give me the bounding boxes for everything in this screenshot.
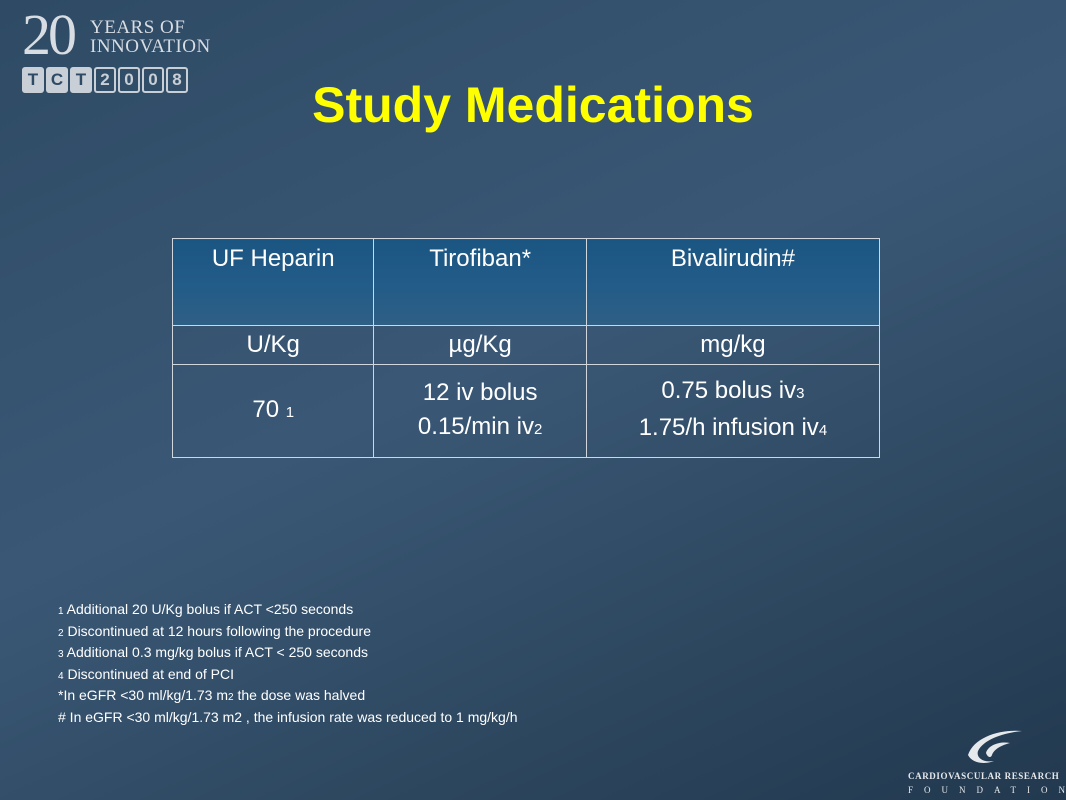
dose-line-text: 0.75 bolus iv: [661, 377, 797, 404]
footnote-text: *In eGFR <30 ml/kg/1.73 m: [58, 687, 229, 703]
footnote-hash: # In eGFR <30 ml/kg/1.73 m2 , the infusi…: [58, 708, 518, 725]
footnote-line: 2 Discontinued at 12 hours following the…: [58, 622, 518, 644]
footnote-line: 1 Additional 20 U/Kg bolus if ACT <250 s…: [58, 600, 518, 622]
dose-uf-heparin: 70 1: [171, 364, 375, 458]
logo-tct-digit: 2: [94, 67, 116, 93]
units-uf-heparin: U/Kg: [171, 325, 375, 365]
footnote-text: Additional 20 U/Kg bolus if ACT <250 sec…: [63, 601, 354, 617]
tct-2008-logo: 20 YEARS OF INNOVATION T C T 2 0 0 8: [22, 6, 210, 100]
footnote-ref: 1: [285, 403, 295, 421]
crf-logo: CARDIOVASCULAR RESEARCH FOUNDATION: [900, 725, 1065, 797]
units-tirofiban: µg/Kg: [373, 325, 587, 365]
header-tirofiban: Tirofiban*: [373, 238, 587, 326]
logo-years-number: 20: [22, 2, 77, 67]
footnote-number: 1: [58, 606, 64, 617]
header-bivalirudin: Bivalirudin#: [585, 238, 881, 326]
logo-years-text: YEARS OF INNOVATION: [90, 18, 211, 56]
footnote-number: 3: [58, 649, 64, 660]
dose-line: 0.75 bolus iv3: [587, 374, 879, 411]
dose-line: 0.15/min iv2: [374, 410, 585, 447]
footnote-text: the dose was halved: [233, 687, 366, 703]
dose-line: 12 iv bolus: [422, 378, 538, 406]
footnote-text: Discontinued at 12 hours following the p…: [63, 622, 371, 639]
table-header-row: UF Heparin Tirofiban* Bivalirudin#: [171, 238, 881, 326]
logo-tct-digit: 0: [142, 67, 164, 93]
crf-name: CARDIOVASCULAR RESEARCH: [908, 771, 1060, 781]
logo-tct-badge: T C T 2 0 0 8: [22, 67, 188, 93]
footnote-ref: 2: [533, 420, 543, 438]
header-uf-heparin: UF Heparin: [171, 238, 375, 326]
dose-tirofiban: 12 iv bolus 0.15/min iv2: [373, 364, 587, 458]
logo-tct-digit: 0: [118, 67, 140, 93]
dose-line-text: 0.15/min iv: [417, 412, 534, 440]
logo-tct-digit: 8: [166, 67, 188, 93]
footnote-text: Discontinued at end of PCI: [63, 665, 234, 682]
table-dose-row: 70 1 12 iv bolus 0.15/min iv2 0.75 bolus…: [171, 364, 881, 458]
logo-years-line2: INNOVATION: [90, 36, 211, 57]
units-bivalirudin: mg/kg: [585, 325, 881, 365]
footnote-text: Additional 0.3 mg/kg bolus if ACT < 250 …: [63, 644, 368, 660]
dose-line-text: 1.75/h infusion iv: [638, 414, 819, 441]
table-units-row: U/Kg µg/Kg mg/kg: [171, 325, 881, 365]
slide-title: Study Medications: [312, 77, 754, 133]
logo-tct-letter: T: [22, 67, 44, 93]
footnote-ref: 3: [796, 385, 805, 402]
footnote-number: 4: [58, 670, 64, 682]
footnote-ref: 4: [818, 422, 828, 439]
footnote-line: 4 Discontinued at end of PCI: [58, 665, 518, 687]
logo-tct-letter: C: [46, 67, 68, 93]
logo-years-line1: YEARS OF: [90, 17, 186, 38]
footnote-subscript: 2: [228, 692, 234, 703]
footnote-star: *In eGFR <30 ml/kg/1.73 m2 the dose was …: [58, 686, 518, 708]
dose-line: 1.75/h infusion iv4: [587, 411, 879, 448]
dose-value: 70: [252, 395, 280, 423]
footnotes: 1 Additional 20 U/Kg bolus if ACT <250 s…: [58, 600, 518, 727]
footnote-number: 2: [58, 627, 64, 639]
medications-table: UF Heparin Tirofiban* Bivalirudin# U/Kg …: [171, 238, 881, 458]
crf-swirl-icon: [968, 730, 1022, 763]
crf-foundation: FOUNDATION: [908, 785, 1066, 795]
footnote-line: 3 Additional 0.3 mg/kg bolus if ACT < 25…: [58, 643, 518, 665]
logo-tct-letter: T: [70, 67, 92, 93]
dose-bivalirudin: 0.75 bolus iv3 1.75/h infusion iv4: [585, 364, 881, 458]
